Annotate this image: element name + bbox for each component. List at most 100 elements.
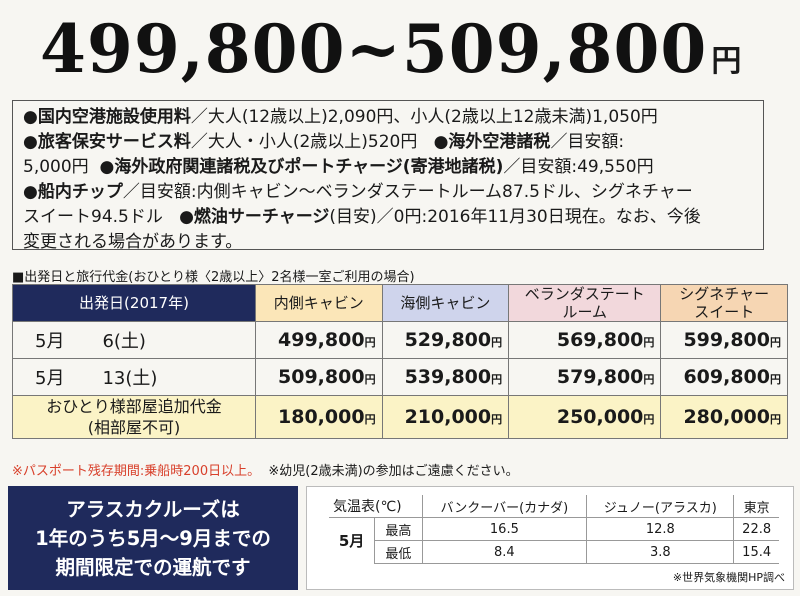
price-value: 509,800 xyxy=(278,366,365,388)
single-price-inside: 180,000円 xyxy=(255,395,383,439)
fee-notes-box: ●国内空港施設使用料／大人(12歳以上)2,090円、小人(2歳以上12歳未満)… xyxy=(12,100,764,252)
price-value: 280,000 xyxy=(683,406,770,428)
header-ocean-cabin: 海側キャビン xyxy=(381,284,510,322)
temperature-table-box: 気温表(℃) バンクーバー(カナダ) ジュノー(アラスカ) 東京 5月 最高 1… xyxy=(306,486,794,590)
departure-date-cell: 5月 13(土) xyxy=(12,358,256,396)
yen-unit: 円 xyxy=(643,413,655,426)
price-range: 499,800~509,800 xyxy=(40,10,708,88)
temp-value: 22.8 xyxy=(733,517,779,541)
temp-value: 15.4 xyxy=(733,540,779,564)
table-row: 5月 13(土) 509,800円 539,800円 579,800円 609,8… xyxy=(12,358,788,396)
city-tokyo: 東京 xyxy=(733,495,779,518)
tip-text: ／目安額:内側キャビン～ベランダステートルーム87.5ドル、シグネチャー xyxy=(122,182,693,202)
header-signature-line2: スイート xyxy=(694,303,755,321)
price-value: 609,800 xyxy=(683,366,770,388)
table-caption: ■出発日と旅行代金(おひとり様〈2歳以上〉2名様一室ご利用の場合) xyxy=(12,270,415,285)
header-veranda-line1: ベランダステート xyxy=(524,285,645,303)
fuel-label: ●燃油サーチャージ xyxy=(179,207,330,227)
row-label-low: 最低 xyxy=(374,540,422,564)
price-value: 599,800 xyxy=(683,329,770,351)
header-veranda: ベランダステート ルーム xyxy=(508,284,662,322)
header-signature: シグネチャー スイート xyxy=(660,284,788,322)
price-value: 539,800 xyxy=(404,366,492,388)
single-label-line2: (相部屋不可) xyxy=(87,418,181,437)
departure-month: 5月 xyxy=(35,368,65,389)
yen-unit: 円 xyxy=(770,413,781,426)
temp-value: 8.4 xyxy=(421,540,587,564)
price-value: 499,800 xyxy=(278,329,365,351)
yen-unit: 円 xyxy=(364,336,376,349)
single-price-ocean: 210,000円 xyxy=(381,395,510,439)
temperature-title: 気温表(℃) xyxy=(329,495,422,518)
table-row: 5月 6(土) 499,800円 529,800円 569,800円 599,80… xyxy=(12,321,788,359)
temperature-table: 気温表(℃) バンクーバー(カナダ) ジュノー(アラスカ) 東京 5月 最高 1… xyxy=(329,495,779,564)
yen-unit: 円 xyxy=(770,336,781,349)
security-fee-text: ／大人・小人(2歳以上)520円 xyxy=(190,132,418,152)
yen-unit: 円 xyxy=(364,413,376,426)
weather-source-note: ※世界気象機関HP調べ xyxy=(672,571,785,584)
fare-table: 出発日(2017年) 内側キャビン 海側キャビン ベランダステート ルーム シグネ… xyxy=(12,284,788,439)
row-label-high: 最高 xyxy=(374,517,422,541)
yen-unit: 円 xyxy=(364,373,376,386)
promo-line1: アラスカクルーズは xyxy=(66,497,240,521)
overseas-tax-text: ／目安額: xyxy=(550,132,625,152)
departure-day: 13(土) xyxy=(102,368,158,389)
departure-date-cell: 5月 6(土) xyxy=(12,321,256,359)
city-juneau: ジュノー(アラスカ) xyxy=(586,495,734,518)
price-inside: 499,800円 xyxy=(255,321,383,359)
departure-day: 6(土) xyxy=(102,331,146,352)
port-charge-text: ／目安額:49,550円 xyxy=(503,157,654,177)
price-ocean: 539,800円 xyxy=(381,358,510,396)
price-signature: 599,800円 xyxy=(660,321,788,359)
promo-banner: アラスカクルーズは 1年のうち5月～9月までの 期間限定での運航です xyxy=(8,486,298,590)
overseas-tax-label: ●海外空港諸税 xyxy=(433,132,551,152)
price-value: 250,000 xyxy=(556,406,644,428)
price-value: 579,800 xyxy=(556,366,644,388)
temperature-month: 5月 xyxy=(338,532,365,551)
warnings: ※パスポート残存期間:乗船時200日以上。 ※幼児(2歳未満)の参加はご遠慮くだ… xyxy=(12,460,519,479)
fuel-text: (目安)／0円:2016年11月30日現在。なお、今後 xyxy=(329,207,701,227)
security-fee-label: ●旅客保安サービス料 xyxy=(23,132,191,152)
header-departure-date: 出発日(2017年) xyxy=(12,284,256,322)
city-vancouver: バンクーバー(カナダ) xyxy=(421,495,587,518)
price-value: 529,800 xyxy=(404,329,492,351)
temp-value: 12.8 xyxy=(586,517,734,541)
single-supplement-label: おひとり様部屋追加代金 (相部屋不可) xyxy=(12,395,256,439)
temp-value: 16.5 xyxy=(421,517,587,541)
price-veranda: 569,800円 xyxy=(508,321,662,359)
promo-line2: 1年のうち5月～9月までの xyxy=(35,526,271,550)
fuel-text-cont: 変更される場合があります。 xyxy=(23,232,243,252)
fare-header-row: 出発日(2017年) 内側キャビン 海側キャビン ベランダステート ルーム シグネ… xyxy=(12,284,788,322)
airport-fee-text: ／大人(12歳以上)2,090円、小人(2歳以上12歳未満)1,050円 xyxy=(190,107,658,127)
price-unit: 円 xyxy=(711,44,742,79)
yen-unit: 円 xyxy=(643,373,655,386)
temperature-row-low: 最低 8.4 3.8 15.4 xyxy=(329,540,779,564)
header-signature-line1: シグネチャー xyxy=(679,285,770,303)
single-label-line1: おひとり様部屋追加代金 xyxy=(46,397,222,416)
single-supplement-row: おひとり様部屋追加代金 (相部屋不可) 180,000円 210,000円 250… xyxy=(12,395,788,439)
price-ocean: 529,800円 xyxy=(381,321,510,359)
tip-label: ●船内チップ xyxy=(23,182,123,202)
headline-price: 499,800~509,800 円 xyxy=(40,6,741,92)
price-value: 180,000 xyxy=(278,406,365,428)
airport-fee-label: ●国内空港施設使用料 xyxy=(23,107,191,127)
price-inside: 509,800円 xyxy=(255,358,383,396)
price-value: 210,000 xyxy=(404,406,492,428)
tip-text-cont: スイート94.5ドル xyxy=(23,207,163,227)
temperature-row-high: 5月 最高 16.5 12.8 22.8 xyxy=(329,517,779,550)
single-price-veranda: 250,000円 xyxy=(508,395,662,439)
yen-unit: 円 xyxy=(770,373,781,386)
header-veranda-line2: ルーム xyxy=(562,303,608,321)
yen-unit: 円 xyxy=(491,373,503,386)
single-price-signature: 280,000円 xyxy=(660,395,788,439)
yen-unit: 円 xyxy=(643,336,655,349)
passport-warning: ※パスポート残存期間:乗船時200日以上。 xyxy=(12,464,261,479)
port-charge-label: ●海外政府関連諸税及びポートチャージ(寄港地諸税) xyxy=(99,157,504,177)
yen-unit: 円 xyxy=(491,413,503,426)
price-veranda: 579,800円 xyxy=(508,358,662,396)
departure-month: 5月 xyxy=(35,331,65,352)
price-signature: 609,800円 xyxy=(660,358,788,396)
infant-warning: ※幼児(2歳未満)の参加はご遠慮ください。 xyxy=(268,464,519,479)
temp-value: 3.8 xyxy=(586,540,734,564)
promo-line3: 期間限定での運航です xyxy=(55,555,251,579)
